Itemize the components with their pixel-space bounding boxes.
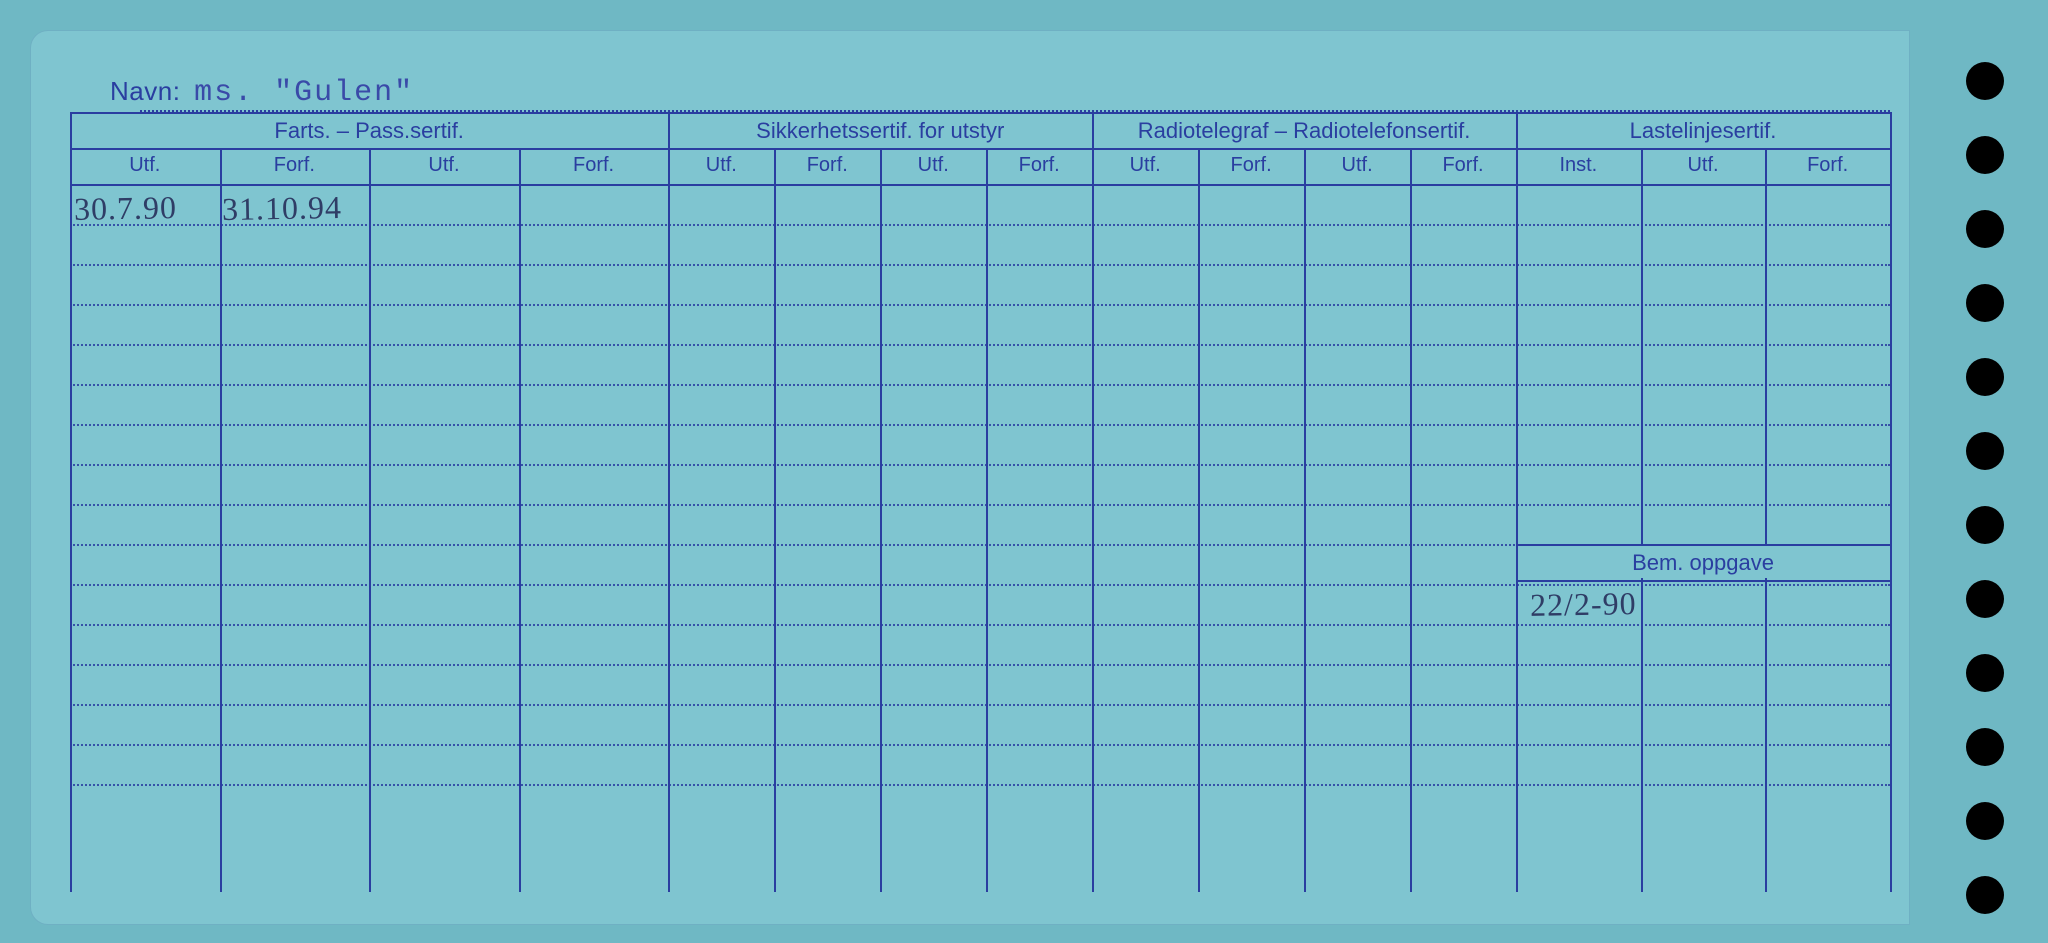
punch-hole <box>1966 876 2004 914</box>
dotted-row <box>70 704 1890 706</box>
section-vline <box>1092 112 1094 892</box>
section-vline <box>70 112 72 892</box>
table-hline <box>70 148 1890 150</box>
bem-header: Bem. oppgave <box>1516 550 1890 576</box>
col-vline <box>1641 148 1643 892</box>
sub-header: Forf. <box>1765 154 1890 177</box>
dotted-row <box>70 224 1890 226</box>
punch-hole <box>1966 284 2004 322</box>
col-vline <box>1304 148 1306 892</box>
col-vline <box>986 148 988 892</box>
punch-hole <box>1966 728 2004 766</box>
dotted-row <box>70 624 1890 626</box>
navn-label: Navn: <box>110 76 180 106</box>
scan-background: Navn: ms. "Gulen" Farts. – Pass.sertif.U… <box>0 0 2048 943</box>
table-hline <box>70 184 1890 186</box>
dotted-row <box>70 384 1890 386</box>
sub-header: Forf. <box>519 154 669 177</box>
handwritten-entry: 22/2-90 <box>1530 585 1637 624</box>
col-vline <box>1765 148 1767 892</box>
punch-hole <box>1966 432 2004 470</box>
certificate-table: Farts. – Pass.sertif.Utf.Forf.Utf.Forf.S… <box>70 112 1890 892</box>
sub-header: Utf. <box>70 154 220 177</box>
dotted-row <box>70 744 1890 746</box>
handwritten-entry: 30.7.90 <box>74 189 178 228</box>
section-vline <box>1890 112 1892 892</box>
dotted-row <box>70 344 1890 346</box>
section-header: Farts. – Pass.sertif. <box>70 118 668 144</box>
table-hline <box>70 112 1890 114</box>
navn-field: Navn: ms. "Gulen" <box>110 76 414 110</box>
sub-header: Utf. <box>880 154 986 177</box>
section-header: Sikkerhetssertif. for utstyr <box>668 118 1092 144</box>
dotted-row <box>70 784 1890 786</box>
sub-header: Utf. <box>668 154 774 177</box>
navn-dotted-line <box>140 110 1890 112</box>
bem-hline <box>1516 580 1890 582</box>
handwritten-entry: 31.10.94 <box>221 189 342 228</box>
section-header: Lastelinjesertif. <box>1516 118 1890 144</box>
sub-header: Inst. <box>1516 154 1641 177</box>
col-vline <box>1410 148 1412 892</box>
sub-header: Utf. <box>1641 154 1766 177</box>
sub-header: Forf. <box>986 154 1092 177</box>
col-vline <box>519 148 521 892</box>
punch-hole <box>1966 358 2004 396</box>
dotted-row <box>70 424 1890 426</box>
sub-header: Forf. <box>1198 154 1304 177</box>
section-vline <box>1516 112 1518 892</box>
section-vline <box>668 112 670 892</box>
sub-header: Utf. <box>1092 154 1198 177</box>
sub-header: Utf. <box>369 154 519 177</box>
sub-header: Forf. <box>1410 154 1516 177</box>
col-vline <box>1198 148 1200 892</box>
punch-hole <box>1966 654 2004 692</box>
dotted-row <box>70 504 1890 506</box>
sub-header: Forf. <box>220 154 370 177</box>
punch-hole <box>1966 580 2004 618</box>
sub-header: Forf. <box>774 154 880 177</box>
dotted-row <box>70 464 1890 466</box>
punch-hole <box>1966 506 2004 544</box>
section-header: Radiotelegraf – Radiotelefonsertif. <box>1092 118 1516 144</box>
index-card: Navn: ms. "Gulen" Farts. – Pass.sertif.U… <box>30 30 1910 925</box>
col-vline <box>880 148 882 892</box>
dotted-row <box>70 664 1890 666</box>
punch-hole <box>1966 136 2004 174</box>
col-vline <box>774 148 776 892</box>
col-vline <box>220 148 222 892</box>
sub-header: Utf. <box>1304 154 1410 177</box>
col-vline <box>369 148 371 892</box>
dotted-row <box>70 304 1890 306</box>
navn-value: ms. "Gulen" <box>194 76 414 110</box>
punch-hole <box>1966 62 2004 100</box>
dotted-row <box>70 264 1890 266</box>
punch-hole <box>1966 802 2004 840</box>
punch-hole <box>1966 210 2004 248</box>
